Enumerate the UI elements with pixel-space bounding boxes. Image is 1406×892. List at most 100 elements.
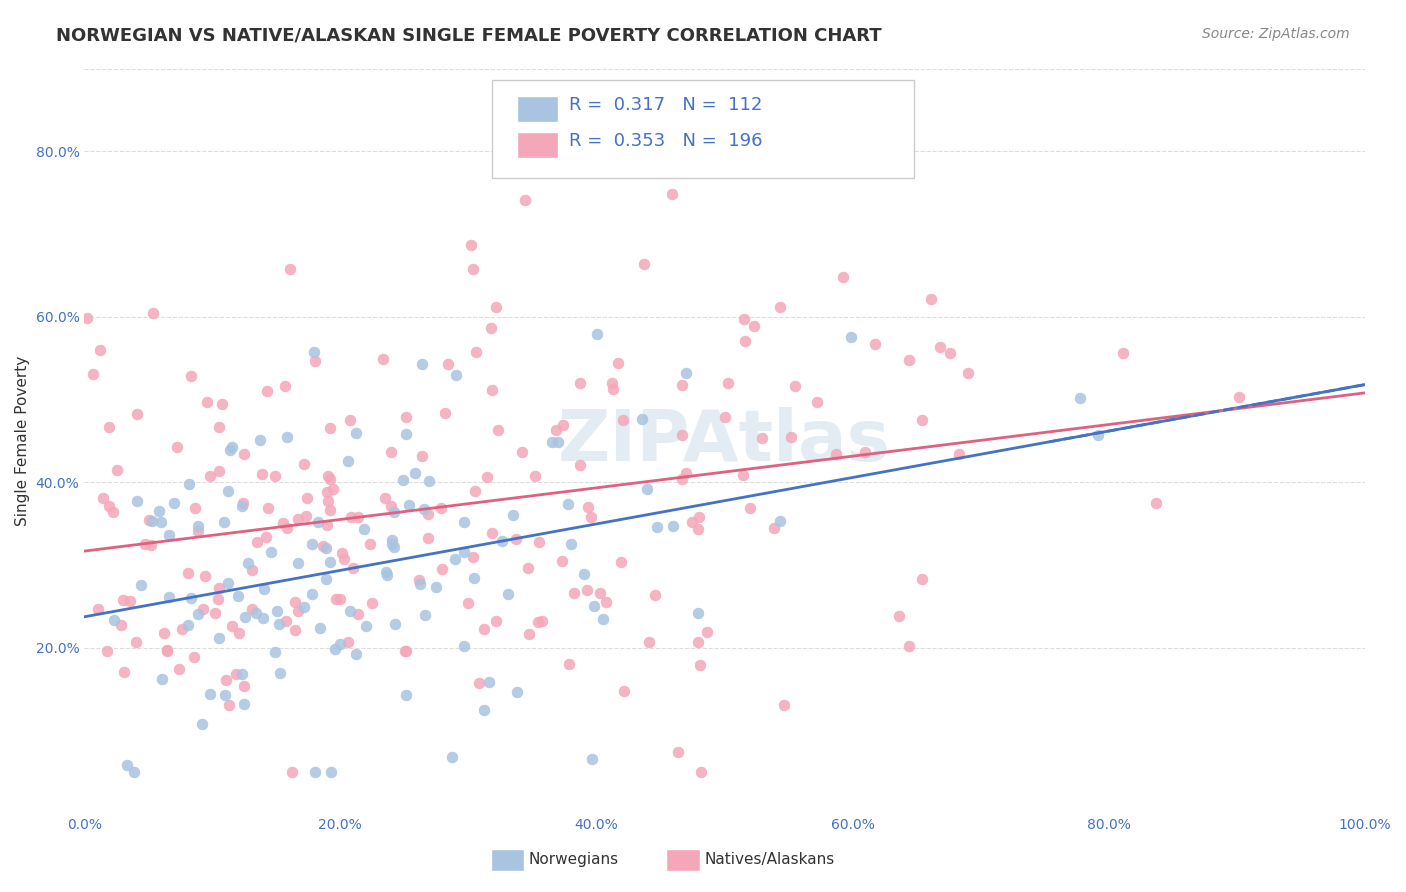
Point — [208, 581, 231, 595]
Point — [87, 602, 110, 616]
Point — [150, 672, 173, 686]
Point — [416, 507, 439, 521]
Point — [457, 596, 479, 610]
Point — [395, 409, 418, 424]
Point — [461, 262, 484, 277]
Point — [631, 412, 654, 426]
Point — [911, 573, 934, 587]
Point — [898, 352, 921, 367]
Point — [292, 457, 315, 471]
Point — [287, 512, 309, 526]
Point — [491, 533, 513, 548]
Point — [250, 467, 273, 481]
Point — [560, 537, 582, 551]
Point — [612, 413, 634, 427]
Point — [783, 378, 806, 392]
Point — [287, 604, 309, 618]
Point — [380, 445, 402, 459]
Point — [319, 503, 342, 517]
Point — [170, 622, 193, 636]
Point — [742, 318, 765, 333]
Point — [176, 618, 198, 632]
Point — [373, 351, 395, 366]
Point — [315, 541, 337, 555]
Point — [260, 545, 283, 559]
Point — [278, 262, 301, 277]
Point — [510, 444, 533, 458]
Point — [225, 666, 247, 681]
Point — [318, 421, 340, 435]
Point — [115, 758, 138, 772]
Point — [163, 496, 186, 510]
Point — [468, 675, 491, 690]
Point — [240, 602, 263, 616]
Point — [586, 327, 609, 342]
Point — [479, 321, 502, 335]
Point — [863, 336, 886, 351]
Point — [319, 471, 342, 485]
Point — [339, 413, 361, 427]
Point — [751, 431, 773, 445]
Point — [582, 599, 605, 613]
Point — [240, 563, 263, 577]
Point — [380, 499, 402, 513]
Point — [662, 519, 685, 533]
Point — [211, 397, 233, 411]
Point — [276, 521, 298, 535]
Point — [228, 626, 250, 640]
Point — [375, 568, 398, 582]
Point — [134, 537, 156, 551]
Point — [124, 765, 146, 780]
Point — [666, 746, 689, 760]
Point — [337, 454, 360, 468]
Point — [336, 635, 359, 649]
Text: R =  0.317   N =  112: R = 0.317 N = 112 — [569, 96, 763, 114]
Point — [339, 603, 361, 617]
Point — [1112, 345, 1135, 359]
Point — [207, 632, 229, 646]
Point — [557, 497, 579, 511]
Point — [769, 301, 792, 315]
Point — [661, 187, 683, 202]
Point — [472, 703, 495, 717]
Point — [602, 382, 624, 396]
Point — [354, 619, 377, 633]
Point — [323, 642, 346, 657]
Point — [644, 588, 666, 602]
Point — [233, 610, 256, 624]
Point — [551, 554, 574, 568]
Point — [928, 340, 950, 354]
Point — [214, 515, 236, 529]
Point — [613, 684, 636, 698]
Point — [734, 334, 756, 349]
Point — [180, 368, 202, 383]
Point — [252, 611, 274, 625]
Point — [1069, 391, 1091, 405]
Point — [416, 531, 439, 545]
Point — [322, 482, 344, 496]
Point — [478, 674, 501, 689]
Point — [553, 417, 575, 432]
Point — [112, 593, 135, 607]
Point — [184, 500, 207, 515]
Point — [156, 642, 179, 657]
Point — [231, 666, 253, 681]
Point — [502, 508, 524, 523]
Point — [141, 538, 163, 552]
Point — [329, 637, 352, 651]
Point — [200, 469, 222, 483]
Point — [266, 604, 288, 618]
Point — [418, 474, 440, 488]
Point — [477, 469, 499, 483]
Point — [103, 613, 125, 627]
Point — [460, 238, 482, 252]
Point — [610, 555, 633, 569]
Point — [217, 576, 239, 591]
Point — [717, 376, 740, 390]
Point — [246, 535, 269, 549]
Point — [295, 509, 318, 524]
Point — [600, 376, 623, 391]
Point — [411, 449, 433, 463]
Point — [287, 556, 309, 570]
Point — [329, 591, 352, 606]
